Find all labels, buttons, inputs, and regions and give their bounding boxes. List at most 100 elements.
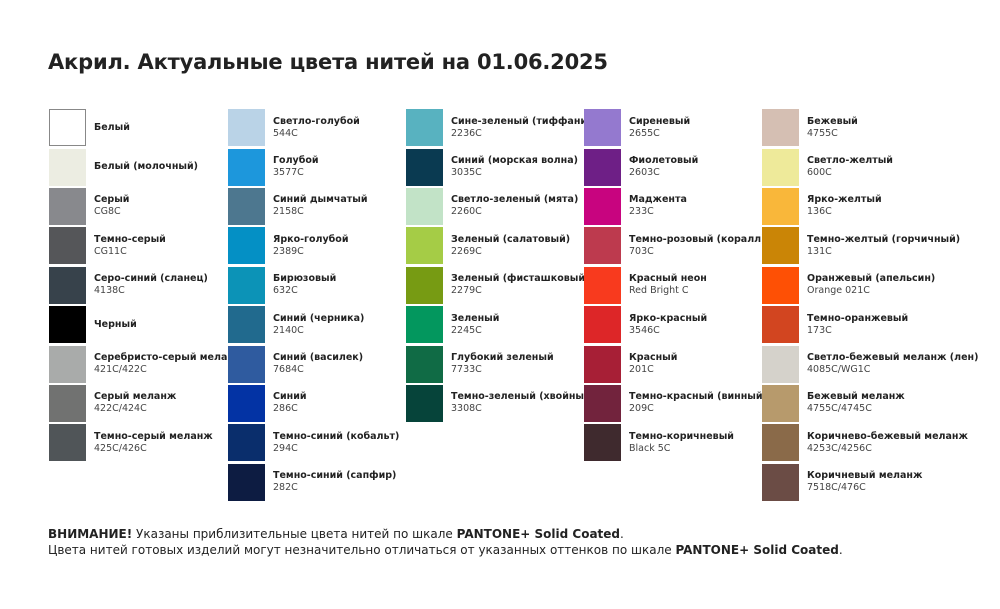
- color-label: Бежевый меланж 4755C/4745C: [807, 391, 905, 415]
- color-name: Синий (морская волна): [451, 155, 578, 167]
- color-swatch: [762, 109, 799, 147]
- color-swatch: [228, 227, 265, 265]
- color-swatch: [584, 424, 621, 462]
- color-label: Коричнево-бежевый меланж 4253C/4256C: [807, 431, 968, 455]
- pantone-label: PANTONE+ Solid Coated: [675, 543, 839, 557]
- color-swatch: [584, 227, 621, 265]
- color-label: Оранжевый (апельсин) Orange 021C: [807, 273, 935, 297]
- color-swatch: [406, 109, 443, 147]
- color-name: Ярко-желтый: [807, 194, 882, 206]
- color-swatch: [228, 109, 265, 147]
- color-label: Белый: [94, 122, 130, 134]
- color-swatch: [228, 384, 265, 422]
- color-item: Бирюзовый 632C: [228, 266, 399, 305]
- color-swatch: [49, 384, 86, 422]
- color-swatch: [762, 187, 799, 225]
- color-swatch: [584, 109, 621, 147]
- color-item: Светло-голубой 544C: [228, 108, 399, 147]
- pantone-code: 201C: [629, 364, 654, 376]
- pantone-code: 2603C: [629, 167, 660, 179]
- color-label: Светло-голубой 544C: [273, 116, 360, 140]
- color-swatch: [228, 266, 265, 304]
- color-name: Красный неон: [629, 273, 707, 285]
- color-label: Черный: [94, 319, 137, 331]
- color-swatch: [406, 227, 443, 265]
- color-label: Темно-желтый (горчичный) 131C: [807, 234, 960, 258]
- color-item: Коричневый меланж 7518C/476C: [762, 463, 978, 502]
- color-name: Сине-зеленый (тиффани): [451, 115, 592, 127]
- color-item: Ярко-желтый 136C: [762, 187, 978, 226]
- color-item: Синий (черника) 2140C: [228, 305, 399, 344]
- color-item: Зеленый (салатовый) 2269C: [406, 226, 595, 265]
- color-swatch: [762, 384, 799, 422]
- color-label: Коричневый меланж 7518C/476C: [807, 470, 922, 494]
- color-name: Темно-серый меланж: [94, 430, 213, 442]
- pantone-code: 131C: [807, 245, 832, 257]
- color-item: Серый меланж 422C/424C: [49, 384, 243, 423]
- color-item: Маджента 233C: [584, 187, 767, 226]
- color-label: Темно-серый меланж 425C/426C: [94, 431, 213, 455]
- swatch-column: Светло-голубой 544C Голубой 3577C Синий дымч…: [228, 108, 399, 502]
- pantone-code: 425C/426C: [94, 442, 147, 454]
- color-item: Сине-зеленый (тиффани) 2236C: [406, 108, 595, 147]
- color-name: Черный: [94, 318, 137, 330]
- color-name: Зеленый: [451, 312, 500, 324]
- color-name: Зеленый (фисташковый): [451, 273, 590, 285]
- color-item: Зеленый 2245C: [406, 305, 595, 344]
- color-name: Темно-желтый (горчичный): [807, 233, 961, 245]
- swatch-column: Белый Белый (молочный) Серый CG8C Темно-серы…: [49, 108, 243, 463]
- pantone-code: 544C: [273, 127, 298, 139]
- pantone-code: 4085C/WG1C: [807, 364, 871, 376]
- color-name: Светло-голубой: [273, 115, 360, 127]
- color-swatch: [406, 384, 443, 422]
- pantone-code: 3308C: [451, 403, 482, 415]
- color-swatch: [762, 266, 799, 304]
- page-title: Акрил. Актуальные цвета нитей на 01.06.2…: [48, 50, 608, 74]
- pantone-code: 2279C: [451, 285, 482, 297]
- color-label: Темно-красный (винный) 209C: [629, 391, 767, 415]
- color-swatch: [584, 148, 621, 186]
- color-swatch: [406, 266, 443, 304]
- pantone-code: 286C: [273, 403, 298, 415]
- color-name: Серебристо-серый меланж: [94, 352, 244, 364]
- color-label: Синий (черника) 2140C: [273, 313, 364, 337]
- pantone-code: 2140C: [273, 324, 304, 336]
- color-swatch: [49, 306, 86, 344]
- color-label: Ярко-голубой 2389C: [273, 234, 349, 258]
- color-swatch: [762, 345, 799, 383]
- pantone-code: 632C: [273, 285, 298, 297]
- color-name: Темно-синий (сапфир): [273, 470, 397, 482]
- color-swatch: [406, 187, 443, 225]
- color-item: Темно-розовый (коралл) 703C: [584, 226, 767, 265]
- pantone-code: 173C: [807, 324, 832, 336]
- color-name: Белый: [94, 121, 130, 133]
- color-swatch: [406, 306, 443, 344]
- color-item: Темно-серый CG11C: [49, 226, 243, 265]
- color-label: Красный 201C: [629, 352, 677, 376]
- color-name: Маджента: [629, 194, 687, 206]
- color-swatch: [49, 227, 86, 265]
- pantone-code: 7684C: [273, 364, 304, 376]
- color-item: Коричнево-бежевый меланж 4253C/4256C: [762, 423, 978, 462]
- color-label: Темно-оранжевый 173C: [807, 313, 908, 337]
- pantone-code: 2158C: [273, 206, 304, 218]
- pantone-code: 4253C/4256C: [807, 442, 872, 454]
- color-name: Серо-синий (сланец): [94, 273, 208, 285]
- color-item: Светло-бежевый меланж (лен) 4085C/WG1C: [762, 344, 978, 383]
- color-label: Глубокий зеленый 7733C: [451, 352, 554, 376]
- pantone-code: Red Bright C: [629, 285, 689, 297]
- color-name: Синий (василек): [273, 352, 364, 364]
- color-swatch: [49, 345, 86, 383]
- color-item: Светло-желтый 600C: [762, 147, 978, 186]
- color-label: Бирюзовый 632C: [273, 273, 336, 297]
- color-item: Темно-зеленый (хвойный) 3308C: [406, 384, 595, 423]
- color-label: Темно-розовый (коралл) 703C: [629, 234, 765, 258]
- color-swatch: [49, 109, 86, 147]
- color-label: Фиолетовый 2603C: [629, 155, 698, 179]
- color-name: Синий (черника): [273, 312, 365, 324]
- color-item: Бежевый 4755C: [762, 108, 978, 147]
- color-name: Светло-желтый: [807, 155, 893, 167]
- pantone-code: 703C: [629, 245, 654, 257]
- color-swatch: [584, 384, 621, 422]
